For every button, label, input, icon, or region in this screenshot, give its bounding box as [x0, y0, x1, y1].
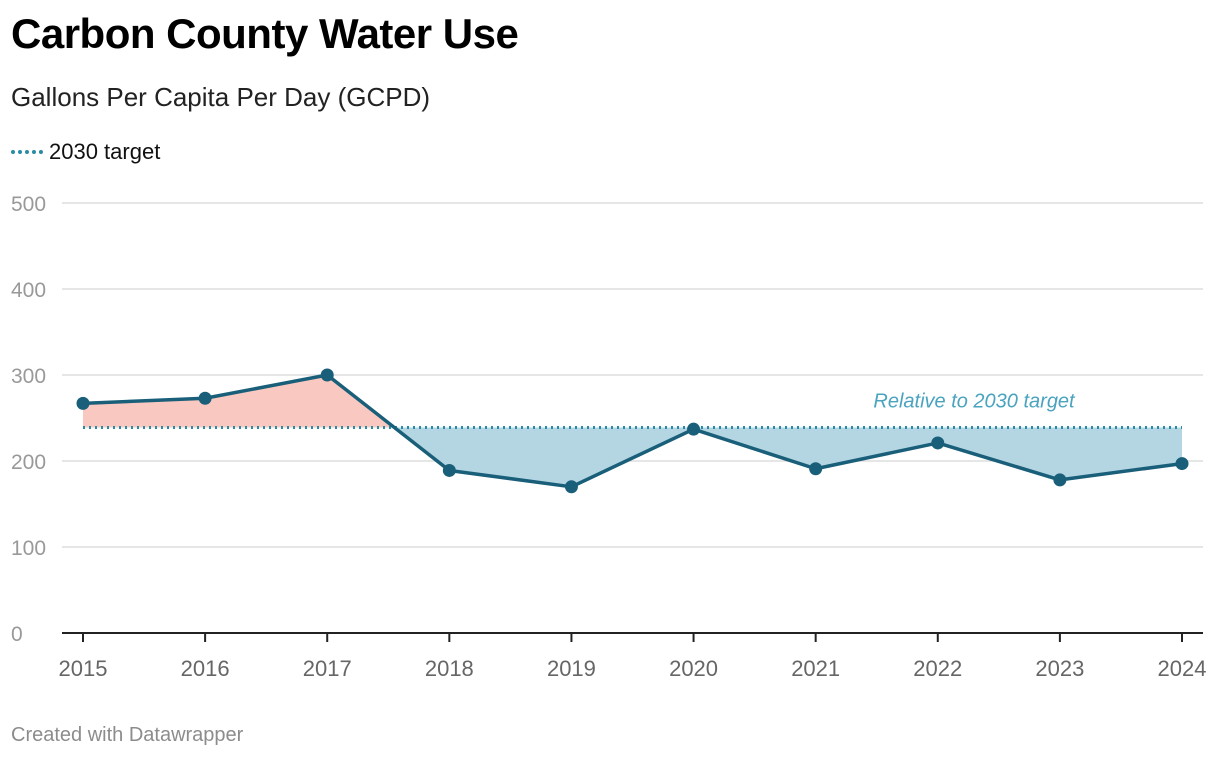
- x-tick-label-2024: 2024: [1158, 656, 1207, 681]
- fill-layer: [83, 375, 1182, 487]
- x-tick-label-2023: 2023: [1035, 656, 1084, 681]
- line-layer: [82, 373, 1183, 489]
- x-tick-label-2017: 2017: [303, 656, 352, 681]
- legend: 2030 target: [11, 138, 160, 166]
- y-tick-label-0: 0: [11, 623, 23, 646]
- x-tick-label-2016: 2016: [181, 656, 230, 681]
- x-tick-label-2020: 2020: [669, 656, 718, 681]
- axis-layer: 2015 2016 2017 2018 2019 2020 2021 2022 2023 2024: [59, 632, 1207, 681]
- data-point-2021: [809, 462, 823, 476]
- y-tick-label-400: 400: [11, 279, 46, 302]
- legend-label-target: 2030 target: [49, 139, 161, 164]
- area-below-target-1: [394, 427, 1182, 487]
- data-point-2017: [320, 368, 334, 382]
- data-point-2022: [931, 436, 945, 450]
- area-above-target-0: [83, 375, 395, 428]
- chart-subtitle: Gallons Per Capita Per Day (GCPD): [11, 82, 431, 112]
- data-point-2019: [564, 480, 578, 494]
- y-tick-label-500: 500: [11, 193, 46, 216]
- x-tick-label-2019: 2019: [547, 656, 596, 681]
- data-point-2016: [198, 391, 212, 405]
- chart-title: Carbon County Water Use: [11, 10, 519, 57]
- x-tick-label-2021: 2021: [791, 656, 840, 681]
- series-line: [82, 373, 1183, 489]
- grid-layer: 0 100 200 300 400 500: [11, 193, 1203, 646]
- x-tick-label-2018: 2018: [425, 656, 474, 681]
- footer-credit: Created with Datawrapper: [11, 724, 244, 746]
- y-tick-label-200: 200: [11, 451, 46, 474]
- legend-swatch-target: [11, 150, 43, 154]
- x-tick-label-2015: 2015: [59, 656, 108, 681]
- annotation-relative-to-target: Relative to 2030 target: [873, 390, 1076, 412]
- data-point-2018: [442, 463, 456, 477]
- data-point-2024: [1175, 457, 1189, 471]
- data-point-2023: [1053, 473, 1067, 487]
- x-tick-label-2022: 2022: [913, 656, 962, 681]
- label-layer: Relative to 2030 target: [873, 390, 1076, 412]
- data-point-2020: [687, 422, 701, 436]
- data-point-2015: [76, 396, 90, 410]
- point-layer: [76, 368, 1189, 494]
- y-tick-label-100: 100: [11, 537, 46, 560]
- y-tick-label-300: 300: [11, 365, 46, 388]
